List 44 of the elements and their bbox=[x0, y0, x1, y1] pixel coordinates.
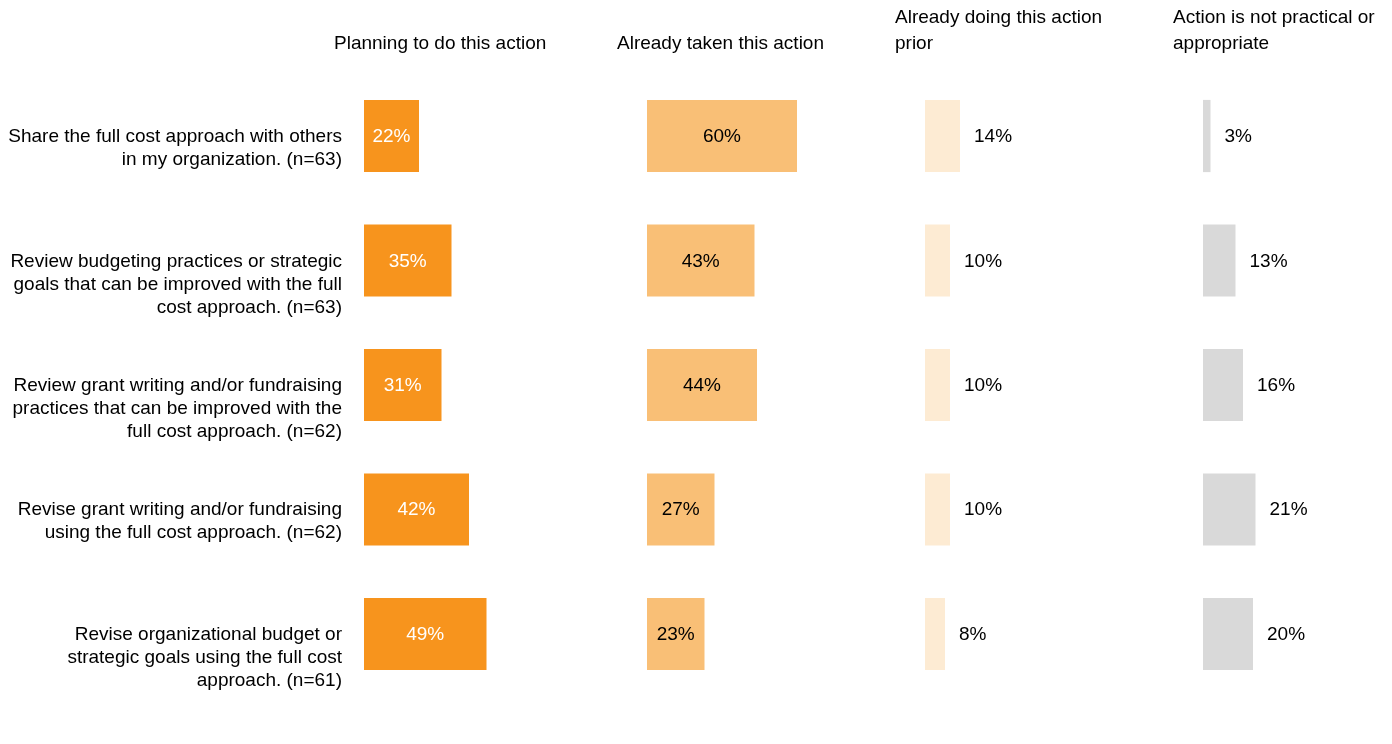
chart-title: Planning to do this action bbox=[334, 32, 547, 53]
data-label: 13% bbox=[1249, 249, 1288, 271]
data-label: 3% bbox=[1224, 125, 1253, 146]
chart-title: Action is not practical or appropriate bbox=[1173, 6, 1376, 53]
data-label: 8% bbox=[959, 623, 987, 644]
y-tick-label: Share the full cost approach with others in my organization. (n=63) bbox=[8, 125, 342, 169]
data-label: 20% bbox=[1267, 623, 1306, 644]
bar bbox=[1203, 224, 1236, 297]
data-label: 35% bbox=[388, 249, 427, 271]
data-label: 16% bbox=[1257, 374, 1296, 395]
data-label: 42% bbox=[397, 498, 436, 520]
bar bbox=[1203, 473, 1256, 546]
data-label: 10% bbox=[964, 249, 1003, 271]
data-label: 43% bbox=[681, 249, 720, 271]
bar bbox=[647, 348, 757, 422]
data-label: 49% bbox=[406, 623, 445, 644]
data-label: 44% bbox=[682, 374, 722, 395]
data-label: 22% bbox=[372, 125, 411, 146]
bar bbox=[364, 348, 442, 422]
bar bbox=[1203, 597, 1253, 671]
data-label: 14% bbox=[974, 125, 1013, 146]
data-label: 10% bbox=[964, 374, 1003, 395]
data-label: 21% bbox=[1269, 498, 1308, 520]
bar bbox=[647, 473, 715, 546]
bar bbox=[364, 224, 452, 297]
y-tick-label: Revise grant writing and/or fundraising using the full cost approach. (n=62) bbox=[17, 498, 342, 543]
text: Already doing this action prior bbox=[895, 6, 1103, 53]
y-tick-label: Revise organizational budget or strategic goals using the full cost approach. (n=61) bbox=[67, 623, 343, 690]
data-label: 31% bbox=[383, 374, 422, 395]
bar bbox=[364, 597, 487, 671]
bar bbox=[647, 224, 755, 297]
bar bbox=[647, 597, 705, 671]
y-tick-label: Review grant writing and/or fundraising practices that can be improved with the full cost approach. (n=62) bbox=[12, 374, 342, 441]
bar bbox=[1203, 99, 1211, 173]
data-label: 10% bbox=[964, 498, 1003, 520]
bar bbox=[1203, 348, 1243, 422]
bar bbox=[364, 99, 419, 173]
bar bbox=[647, 99, 797, 173]
y-tick-label: Review budgeting practices or strategic goals that can be improved with the full cost approach. (n=63) bbox=[10, 249, 342, 317]
chart-title: Already taken this action bbox=[617, 32, 825, 53]
data-label: 23% bbox=[656, 623, 695, 644]
data-label: 27% bbox=[661, 498, 700, 520]
data-label: 60% bbox=[702, 125, 742, 146]
bar bbox=[364, 473, 469, 546]
